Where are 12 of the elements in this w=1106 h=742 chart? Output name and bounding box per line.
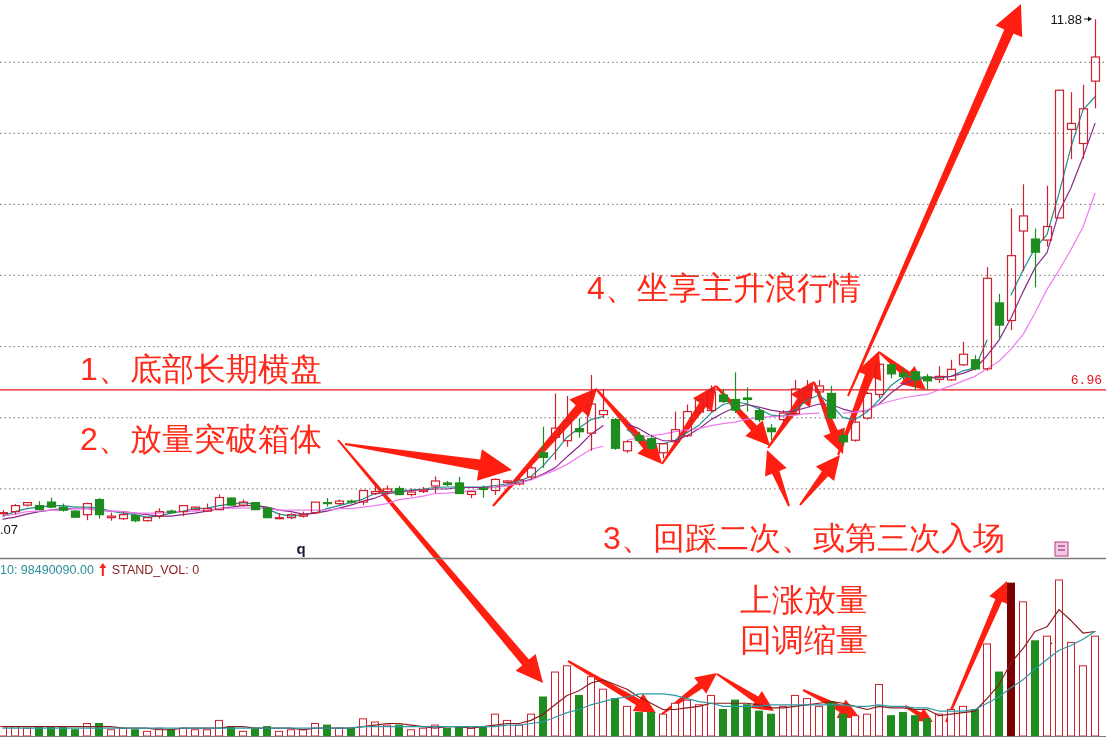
annotation: .07 bbox=[0, 522, 19, 537]
annotation: 4、坐享主升浪行情 bbox=[587, 270, 861, 306]
annotation: 回调缩量 bbox=[740, 622, 868, 658]
annotation: 6.96 bbox=[1070, 372, 1102, 388]
annotation: STAND_VOL: 0 bbox=[111, 563, 200, 577]
annotation: 上涨放量 bbox=[740, 582, 868, 618]
annotation: 1、底部长期横盘 bbox=[80, 351, 322, 387]
annotation: q bbox=[296, 540, 306, 557]
annotation: 2、放量突破箱体 bbox=[80, 421, 322, 457]
annotation: 11.88 bbox=[1050, 11, 1082, 27]
annotation: 3、回踩二次、或第三次入场 bbox=[603, 520, 1005, 556]
annotation: 10: 98490090.00 bbox=[0, 563, 94, 577]
